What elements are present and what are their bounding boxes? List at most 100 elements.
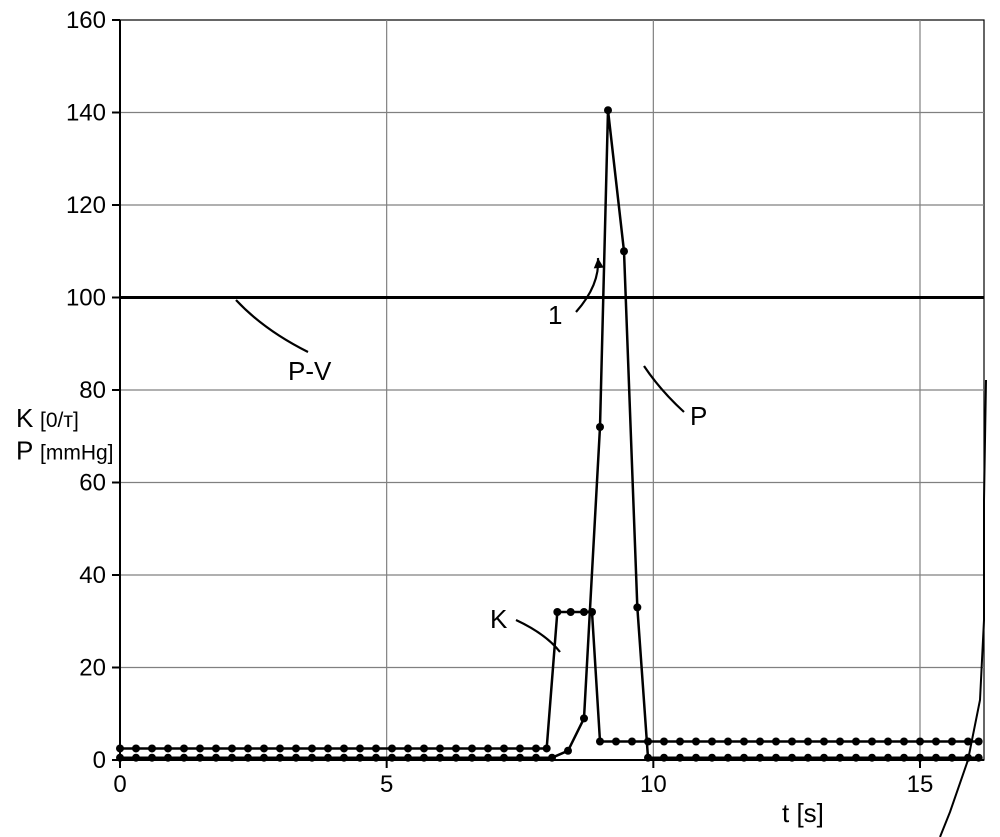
series-P-marker: [900, 754, 908, 762]
series-P-marker: [580, 714, 588, 722]
series-P-marker: [868, 754, 876, 762]
series-P-marker: [804, 754, 812, 762]
series-K-marker: [804, 738, 812, 746]
series-K-marker: [452, 744, 460, 752]
series-K-marker: [468, 744, 476, 752]
series-K-marker: [436, 744, 444, 752]
annotation-label-K: K: [490, 604, 508, 634]
leader-1-arrow: [594, 258, 604, 268]
series-K-marker: [916, 738, 924, 746]
series-P-marker: [916, 754, 924, 762]
series-K-marker: [948, 738, 956, 746]
series-P-marker: [212, 754, 220, 762]
y-tick-label: 0: [93, 747, 106, 774]
series-K-marker: [164, 744, 172, 752]
series-P-marker: [620, 247, 628, 255]
series-K-marker: [772, 738, 780, 746]
series-K-line: [120, 612, 979, 748]
leader-PV: [236, 300, 308, 352]
series-P-marker: [975, 754, 983, 762]
series-K-marker: [975, 738, 983, 746]
series-K-marker: [212, 744, 220, 752]
series-P-marker: [772, 754, 780, 762]
y-axis-label-P: P: [16, 435, 33, 465]
series-K-marker: [308, 744, 316, 752]
y-tick-label: 80: [79, 377, 106, 404]
y-tick-label: 140: [66, 100, 106, 127]
series-P-marker: [244, 754, 252, 762]
series-K-marker: [612, 738, 620, 746]
y-tick-label: 100: [66, 285, 106, 312]
series-P-marker: [884, 754, 892, 762]
series-K-marker: [372, 744, 380, 752]
series-K-marker: [740, 738, 748, 746]
series-K-marker: [676, 738, 684, 746]
series-P-marker: [260, 754, 268, 762]
series-K-marker: [404, 744, 412, 752]
series-P-marker: [532, 754, 540, 762]
series-P-marker: [324, 754, 332, 762]
series-K-marker: [567, 608, 575, 616]
series-P-marker: [388, 754, 396, 762]
series-P-marker: [292, 754, 300, 762]
series-K-marker: [340, 744, 348, 752]
series-K-marker: [628, 738, 636, 746]
series-P-marker: [436, 754, 444, 762]
y-axis-label-K: K: [16, 403, 34, 433]
series-P-marker: [644, 754, 652, 762]
series-K-marker: [553, 608, 561, 616]
y-tick-label: 60: [79, 470, 106, 497]
series-K-marker: [788, 738, 796, 746]
series-P-marker: [836, 754, 844, 762]
y-axis-unit-P: [mmHg]: [40, 441, 114, 464]
series-P-marker: [484, 754, 492, 762]
series-K-marker: [516, 744, 524, 752]
x-tick-label: 0: [113, 771, 126, 798]
series-K-marker: [324, 744, 332, 752]
series-P-marker: [660, 754, 668, 762]
series-K-marker: [532, 744, 540, 752]
series-K-marker: [148, 744, 156, 752]
series-K-marker: [244, 744, 252, 752]
chart-canvas: { "chart": { "type": "line", "width_px":…: [0, 0, 1000, 837]
series-K-marker: [276, 744, 284, 752]
series-P-marker: [196, 754, 204, 762]
series-P-marker: [148, 754, 156, 762]
series-P-marker: [724, 754, 732, 762]
series-K-marker: [132, 744, 140, 752]
series-K-marker: [884, 738, 892, 746]
y-tick-label: 160: [66, 7, 106, 34]
series-P-marker: [676, 754, 684, 762]
series-K-marker: [484, 744, 492, 752]
series-K-marker: [868, 738, 876, 746]
series-P-marker: [932, 754, 940, 762]
clipped-curve-right: [940, 380, 986, 837]
x-tick-label: 15: [907, 771, 934, 798]
y-tick-label: 40: [79, 562, 106, 589]
series-K-marker: [708, 738, 716, 746]
series-P-marker: [788, 754, 796, 762]
series-P-marker: [164, 754, 172, 762]
series-K-marker: [660, 738, 668, 746]
series-K-marker: [596, 738, 604, 746]
series-P-marker: [356, 754, 364, 762]
series-P-marker: [116, 754, 124, 762]
series-K-marker: [580, 608, 588, 616]
series-P-marker: [596, 423, 604, 431]
annotation-label-PV: P-V: [288, 356, 332, 386]
series-P-marker: [452, 754, 460, 762]
series-K-marker: [692, 738, 700, 746]
series-P-marker: [740, 754, 748, 762]
series-K-marker: [836, 738, 844, 746]
series-P-marker: [404, 754, 412, 762]
series-P-marker: [132, 754, 140, 762]
x-tick-label: 5: [380, 771, 393, 798]
series-P-marker: [276, 754, 284, 762]
series-P-marker: [340, 754, 348, 762]
series-P-marker: [468, 754, 476, 762]
y-tick-label: 20: [79, 655, 106, 682]
series-P-marker: [180, 754, 188, 762]
y-axis-unit-K: [0/т]: [40, 409, 79, 432]
series-P-marker: [692, 754, 700, 762]
series-K-marker: [724, 738, 732, 746]
